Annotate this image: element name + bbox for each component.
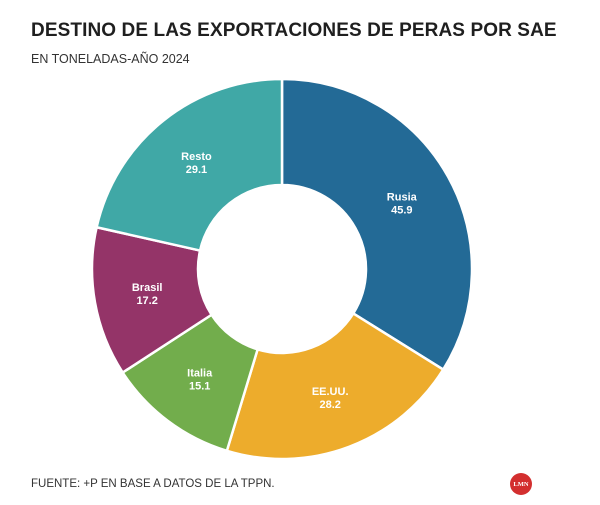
chart-title: DESTINO DE LAS EXPORTACIONES DE PERAS PO… [31,20,557,41]
slice-category-label: Resto [181,151,212,163]
slice-category-label: Rusia [387,192,418,204]
slice-value-label: 17.2 [136,295,157,307]
slice-category-label: Italia [187,368,213,380]
slice-ee-uu [225,311,445,461]
slice-value-label: 28.2 [319,399,340,411]
slice-category-label: Brasil [132,282,163,294]
slice-value-label: 45.9 [391,205,412,217]
chart-subtitle: EN TONELADAS-AÑO 2024 [31,52,190,66]
slice-category-label: EE.UU. [312,386,349,398]
slice-value-label: 15.1 [189,381,210,393]
slice-resto [95,77,284,253]
slice-value-label: 29.1 [186,164,207,176]
publisher-logo: LMN [510,473,532,495]
slice-brasil [90,225,214,375]
source-note: FUENTE: +P EN BASE A DATOS DE LA TPPN. [31,478,275,490]
slice-rusia [280,77,474,372]
